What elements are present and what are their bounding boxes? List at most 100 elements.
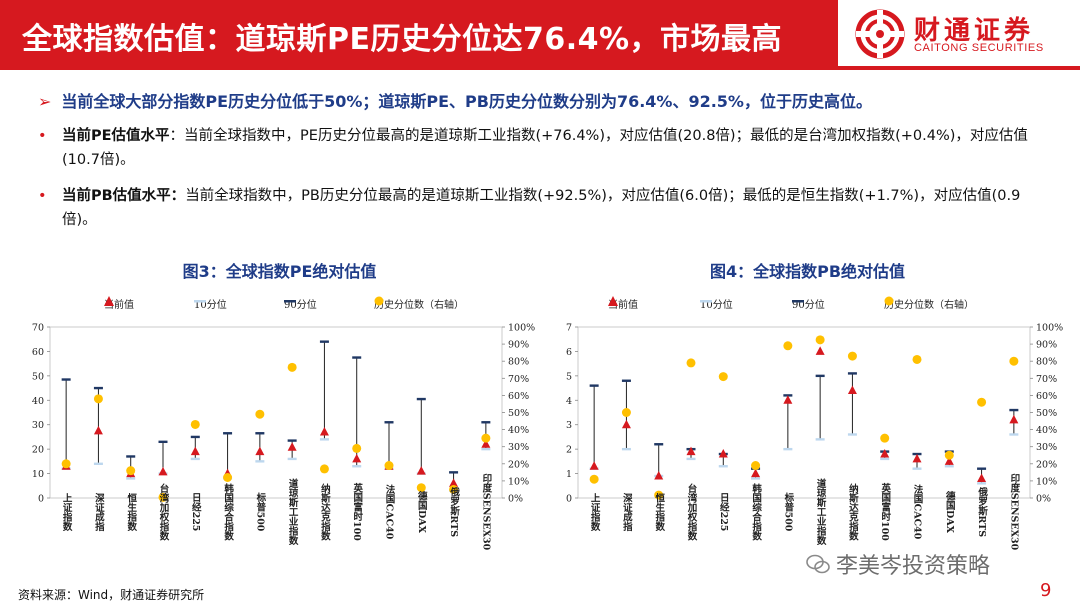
pb-p10-marker xyxy=(751,477,761,480)
pb-y2-tick-label: 10% xyxy=(1036,476,1057,487)
pe-p90-marker xyxy=(287,439,297,442)
pe-pct-marker xyxy=(223,472,233,482)
pe-p10-marker xyxy=(319,438,329,441)
pe-category-label: 道琼斯工业指数 xyxy=(287,478,300,546)
pe-pct-marker xyxy=(287,362,297,372)
pb-category-label: 英国富时100 xyxy=(879,482,891,541)
pb-current-marker xyxy=(1009,414,1019,424)
pe-category-label: 俄罗斯RTS xyxy=(448,486,461,537)
bullet-pb-text: 当前全球指数中，PB历史分位最高的是道琼斯工业指数(+92.5%)，对应估值(6… xyxy=(62,188,1021,228)
pb-pct-marker xyxy=(686,358,696,368)
pe-y-tick-label: 0 xyxy=(38,494,44,505)
legend-pct: 历史分位数（右轴） xyxy=(374,296,464,311)
pb-pct-marker xyxy=(654,490,664,500)
logo-text-en: CAITONG SECURITIES xyxy=(914,42,1044,54)
pb-current-marker xyxy=(654,471,664,480)
pe-pct-marker xyxy=(384,461,394,471)
pe-p90-marker xyxy=(126,455,136,458)
pb-p10-marker xyxy=(686,457,696,461)
pb-current-marker xyxy=(718,449,728,458)
pb-y-tick-label: 6 xyxy=(566,347,572,358)
logo-text-cn: 财通证券 xyxy=(914,16,1035,46)
pe-y2-tick-label: 50% xyxy=(508,408,529,419)
pb-p10-marker xyxy=(912,467,922,470)
pe-y-tick-label: 10 xyxy=(32,469,44,480)
pe-y2-tick-label: 40% xyxy=(508,425,529,436)
company-logo: 财通证券 CAITONG SECURITIES xyxy=(852,8,1072,60)
legend-p10: 10分位 xyxy=(700,300,733,311)
wechat-icon xyxy=(806,554,830,574)
pb-pct-marker xyxy=(815,335,825,345)
pb-category-label: 俄罗斯RTS xyxy=(976,486,989,537)
pb-chart: 图4：全球指数PB绝对估值 当前值 10分位 90分位 历史分位数（右轴） 0 1… xyxy=(540,252,1075,582)
pe-category-label: 标普500 xyxy=(254,492,267,532)
pb-pct-marker xyxy=(751,461,761,471)
pb-p90-marker xyxy=(1009,408,1019,412)
pe-y2-tick-label: 30% xyxy=(508,442,529,453)
pb-y2-tick-label: 70% xyxy=(1036,374,1057,385)
title-bar xyxy=(0,0,838,70)
pe-pct-marker xyxy=(61,459,71,469)
pe-chart: 图3：全球指数PE绝对估值 当前值 10分位 90分位 历史分位数（右轴） 0 1… xyxy=(12,252,547,582)
pb-current-marker xyxy=(977,473,987,482)
pe-y2-tick-label: 80% xyxy=(508,357,529,368)
pb-category-label: 韩国综合指数 xyxy=(750,483,763,542)
pe-current-marker xyxy=(449,478,459,487)
bullet-pb: • 当前PB估值水平：当前全球指数中，PB历史分位最高的是道琼斯工业指数(+92… xyxy=(38,184,1048,232)
pb-p10-marker xyxy=(977,482,987,485)
pe-current-marker xyxy=(190,446,200,456)
pe-pct-marker xyxy=(255,409,265,419)
pb-pct-marker xyxy=(977,397,987,407)
pe-current-marker xyxy=(287,442,297,451)
pb-y-tick-label: 3 xyxy=(566,420,572,431)
pe-category-label: 英国富时100 xyxy=(351,482,363,541)
page-number: 9 xyxy=(1040,580,1052,601)
pb-category-label: 上证指数 xyxy=(589,492,602,532)
pe-category-label: 日经225 xyxy=(190,493,202,532)
pe-p90-marker xyxy=(190,435,200,439)
pe-current-marker xyxy=(93,425,103,435)
pb-chart-legend: 当前值 10分位 90分位 历史分位数（右轴） xyxy=(540,296,1075,312)
pe-category-label: 德国DAX xyxy=(416,490,428,533)
legend-current: 当前值 xyxy=(608,296,638,311)
pb-y2-tick-label: 20% xyxy=(1036,459,1057,470)
pb-p10-marker xyxy=(880,457,890,461)
pb-current-marker xyxy=(686,446,696,456)
pb-y2-tick-label: 60% xyxy=(1036,391,1057,402)
pe-y2-tick-label: 10% xyxy=(508,476,529,487)
pb-category-label: 道琼斯工业指数 xyxy=(815,478,828,546)
pb-pct-marker xyxy=(912,354,922,364)
pb-current-marker xyxy=(912,453,922,463)
bullet-pb-label: 当前PB估值水平： xyxy=(62,188,186,204)
pb-y2-tick-label: 100% xyxy=(1036,323,1063,334)
pb-pct-marker xyxy=(1009,356,1019,366)
pe-plot-frame xyxy=(49,326,503,499)
headline-text: 当前全球大部分指数PE历史分位低于50%；道琼斯PE、PB历史分位数分别为76.… xyxy=(61,92,872,111)
pb-y-tick-label: 2 xyxy=(566,445,572,456)
pb-current-marker xyxy=(847,385,857,395)
pe-pct-marker xyxy=(449,484,459,494)
source-note: 资料来源：Wind，财通证券研究所 xyxy=(18,588,205,602)
pe-y2-tick-label: 70% xyxy=(508,374,529,385)
pb-chart-title: 图4：全球指数PB绝对估值 xyxy=(709,262,906,281)
pe-pct-marker xyxy=(319,464,329,474)
pb-current-marker xyxy=(815,346,825,355)
pe-p90-marker xyxy=(416,397,426,401)
slide-title: 全球指数估值：道琼斯PE历史分位达76.4%，市场最高 xyxy=(22,22,783,57)
headline: ➢ 当前全球大部分指数PE历史分位低于50%；道琼斯PE、PB历史分位数分别为76… xyxy=(38,88,872,112)
pb-category-label: 台湾加权指数 xyxy=(686,483,699,542)
pb-current-marker xyxy=(880,449,890,458)
pb-pct-marker xyxy=(621,408,631,417)
wechat-watermark: 李美岑投资策略 xyxy=(806,548,990,580)
pb-p10-marker xyxy=(621,447,631,451)
pe-pct-marker xyxy=(416,483,426,493)
pb-pct-marker xyxy=(847,351,857,361)
pe-y-tick-label: 30 xyxy=(32,420,44,431)
pb-category-label: 印度SENSEX30 xyxy=(1008,473,1020,551)
pe-p90-marker xyxy=(223,432,233,435)
pb-current-marker xyxy=(589,461,599,470)
pb-p10-marker xyxy=(815,438,825,441)
pe-y-tick-label: 70 xyxy=(32,323,44,334)
pe-current-marker xyxy=(481,439,491,448)
pb-y-tick-label: 5 xyxy=(566,371,572,382)
